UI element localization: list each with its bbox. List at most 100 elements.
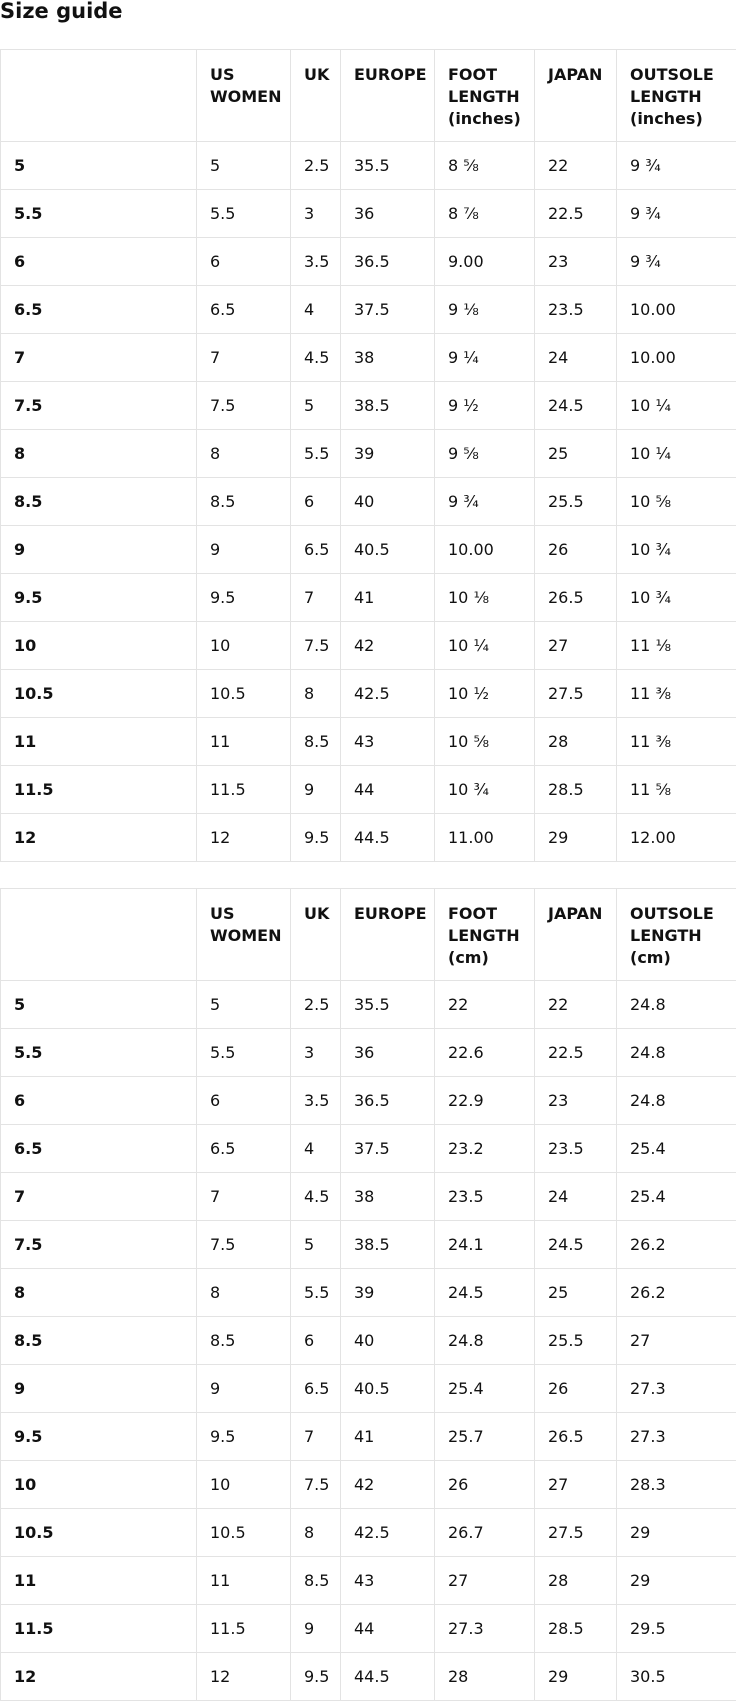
cell-japan: 22.5	[534, 189, 617, 238]
cell-size: 9.5	[0, 1412, 197, 1461]
cell-us-women: 12	[196, 1652, 291, 1701]
cell-japan: 29	[534, 1652, 617, 1701]
cell-outsole-length: 25.4	[616, 1124, 736, 1173]
cell-europe: 39	[340, 429, 435, 478]
cell-japan: 28	[534, 1556, 617, 1605]
cell-us-women: 8.5	[196, 477, 291, 526]
table-row: 7.5 7.5 5 38.5 9 ½ 24.5 10 ¼	[0, 381, 736, 430]
table-row: 11.5 11.5 9 44 27.3 28.5 29.5	[0, 1604, 736, 1653]
cell-uk: 5.5	[290, 429, 341, 478]
cell-europe: 44.5	[340, 1652, 435, 1701]
cell-size: 8	[0, 429, 197, 478]
cell-foot-length: 10 ¾	[434, 765, 535, 814]
cell-outsole-length: 27	[616, 1316, 736, 1365]
table-row: 11 11 8.5 43 10 ⅝ 28 11 ⅜	[0, 717, 736, 766]
cell-foot-length: 24.8	[434, 1316, 535, 1365]
cell-outsole-length: 10 ¾	[616, 573, 736, 622]
cell-europe: 38.5	[340, 381, 435, 430]
cell-size: 9.5	[0, 573, 197, 622]
cell-europe: 44	[340, 1604, 435, 1653]
cell-foot-length: 23.2	[434, 1124, 535, 1173]
cell-size: 11.5	[0, 765, 197, 814]
cell-size: 8	[0, 1268, 197, 1317]
cell-size: 6.5	[0, 1124, 197, 1173]
column-header-europe: EUROPE	[340, 49, 435, 142]
table-row: 8 8 5.5 39 9 ⅝ 25 10 ¼	[0, 429, 736, 478]
cell-us-women: 11.5	[196, 1604, 291, 1653]
cell-foot-length: 10 ¼	[434, 621, 535, 670]
cell-foot-length: 26.7	[434, 1508, 535, 1557]
cell-foot-length: 9.00	[434, 237, 535, 286]
cell-foot-length: 10 ½	[434, 669, 535, 718]
cell-us-women: 7	[196, 1172, 291, 1221]
cell-outsole-length: 10 ⅝	[616, 477, 736, 526]
table-row: 9.5 9.5 7 41 10 ⅛ 26.5 10 ¾	[0, 573, 736, 622]
cell-outsole-length: 27.3	[616, 1412, 736, 1461]
cell-size: 11	[0, 1556, 197, 1605]
cell-size: 10	[0, 621, 197, 670]
table-row: 12 12 9.5 44.5 28 29 30.5	[0, 1652, 736, 1701]
size-table-cm: US WOMEN UK EUROPE FOOT LENGTH (cm) JAPAN OUT…	[0, 888, 736, 1701]
cell-europe: 40.5	[340, 525, 435, 574]
cell-japan: 24	[534, 1172, 617, 1221]
cell-us-women: 5	[196, 141, 291, 190]
cell-us-women: 9.5	[196, 1412, 291, 1461]
cell-outsole-length: 10 ¼	[616, 429, 736, 478]
cell-foot-length: 9 ⅝	[434, 429, 535, 478]
column-header-us-women: US WOMEN	[196, 888, 291, 981]
cell-japan: 24.5	[534, 381, 617, 430]
cell-foot-length: 25.4	[434, 1364, 535, 1413]
cell-foot-length: 10 ⅛	[434, 573, 535, 622]
cell-size: 6	[0, 237, 197, 286]
cell-uk: 8	[290, 1508, 341, 1557]
cell-us-women: 6.5	[196, 1124, 291, 1173]
cell-japan: 23.5	[534, 1124, 617, 1173]
cell-japan: 24	[534, 333, 617, 382]
cell-japan: 25.5	[534, 477, 617, 526]
column-header-size	[0, 888, 197, 981]
cell-us-women: 5.5	[196, 189, 291, 238]
cell-europe: 44	[340, 765, 435, 814]
cell-foot-length: 11.00	[434, 813, 535, 862]
cell-japan: 25	[534, 1268, 617, 1317]
cell-japan: 22	[534, 980, 617, 1029]
cell-size: 7.5	[0, 381, 197, 430]
cell-us-women: 11	[196, 717, 291, 766]
table-row: 6 6 3.5 36.5 9.00 23 9 ¾	[0, 237, 736, 286]
cell-foot-length: 9 ⅛	[434, 285, 535, 334]
cell-europe: 41	[340, 573, 435, 622]
cell-outsole-length: 9 ¾	[616, 189, 736, 238]
cell-size: 5	[0, 980, 197, 1029]
cell-foot-length: 9 ¾	[434, 477, 535, 526]
cell-outsole-length: 9 ¾	[616, 237, 736, 286]
cell-europe: 41	[340, 1412, 435, 1461]
column-header-foot-length: FOOT LENGTH (cm)	[434, 888, 535, 981]
cell-uk: 6	[290, 477, 341, 526]
table-row: 10.5 10.5 8 42.5 10 ½ 27.5 11 ⅜	[0, 669, 736, 718]
column-header-japan: JAPAN	[534, 49, 617, 142]
cell-foot-length: 9 ¼	[434, 333, 535, 382]
table-row: 12 12 9.5 44.5 11.00 29 12.00	[0, 813, 736, 862]
cell-japan: 28	[534, 717, 617, 766]
cell-outsole-length: 24.8	[616, 1076, 736, 1125]
column-header-outsole-length: OUTSOLE LENGTH (cm)	[616, 888, 736, 981]
cell-uk: 4	[290, 285, 341, 334]
column-header-uk: UK	[290, 49, 341, 142]
cell-outsole-length: 11 ⅝	[616, 765, 736, 814]
cell-size: 5	[0, 141, 197, 190]
cell-us-women: 10	[196, 621, 291, 670]
cell-europe: 36	[340, 189, 435, 238]
cell-europe: 38	[340, 1172, 435, 1221]
cell-japan: 25	[534, 429, 617, 478]
table-row: 8 8 5.5 39 24.5 25 26.2	[0, 1268, 736, 1317]
cell-uk: 3.5	[290, 237, 341, 286]
cell-europe: 42.5	[340, 1508, 435, 1557]
cell-uk: 4.5	[290, 1172, 341, 1221]
column-header-foot-length: FOOT LENGTH (inches)	[434, 49, 535, 142]
cell-uk: 2.5	[290, 141, 341, 190]
cell-uk: 9.5	[290, 813, 341, 862]
cell-uk: 4	[290, 1124, 341, 1173]
cell-japan: 26.5	[534, 573, 617, 622]
cell-size: 7	[0, 1172, 197, 1221]
cell-size: 10.5	[0, 1508, 197, 1557]
